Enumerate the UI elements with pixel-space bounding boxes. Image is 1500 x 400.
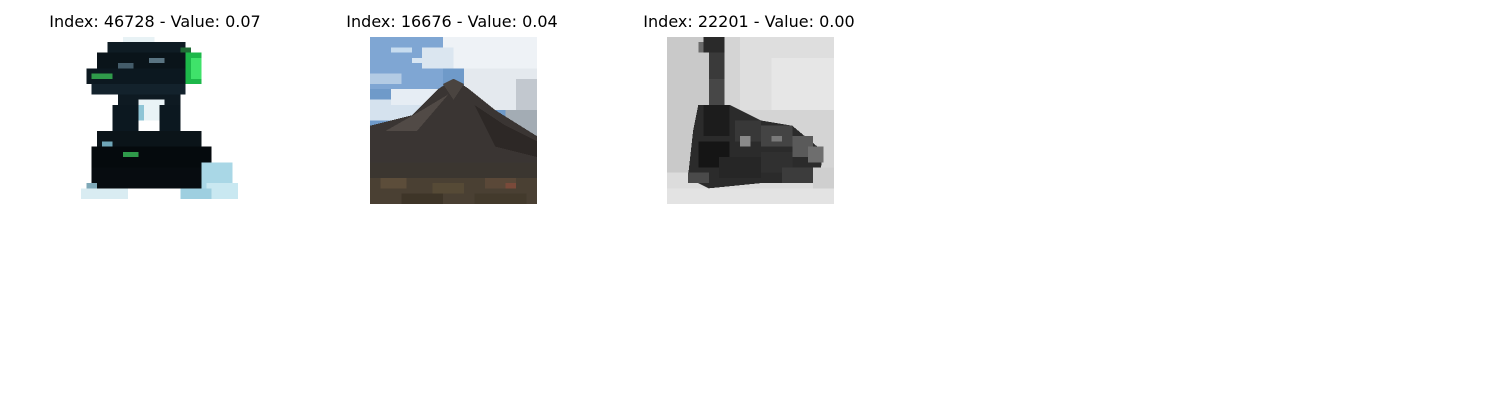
thumbnail-image-3 <box>667 37 834 204</box>
panel-title-3: Index: 22201 - Value: 0.00 <box>643 12 855 31</box>
image-panel-3: Index: 22201 - Value: 0.00 <box>599 0 899 210</box>
thumbnail-image-1 <box>76 37 243 204</box>
panel-title-1: Index: 46728 - Value: 0.07 <box>49 12 261 31</box>
image-panel-2: Index: 16676 - Value: 0.04 <box>302 0 602 210</box>
panel-title-2: Index: 16676 - Value: 0.04 <box>346 12 558 31</box>
thumbnail-image-2 <box>370 37 537 204</box>
image-panel-1: Index: 46728 - Value: 0.07 <box>5 0 305 210</box>
